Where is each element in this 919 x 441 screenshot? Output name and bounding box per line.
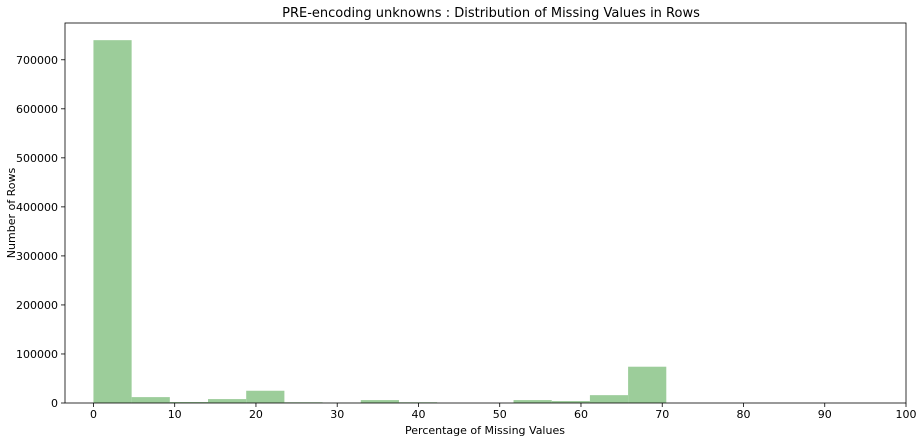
y-tick-label: 700000 (16, 54, 58, 67)
histogram-bar-4 (246, 390, 285, 403)
x-tick-label: 30 (330, 408, 344, 421)
x-tick-label: 90 (818, 408, 832, 421)
x-tick-label: 100 (896, 408, 917, 421)
y-tick-label: 500000 (16, 152, 58, 165)
x-tick-label: 80 (736, 408, 750, 421)
plot-frame (64, 22, 907, 404)
chart-title: PRE-encoding unknowns : Distribution of … (282, 6, 700, 21)
x-tick-label: 50 (493, 408, 507, 421)
histogram-bar-13 (589, 395, 629, 403)
x-axis-label: Percentage of Missing Values (405, 424, 565, 437)
bars-layer (93, 40, 667, 404)
x-tick-label: 20 (249, 408, 263, 421)
histogram-bar-1 (131, 397, 170, 403)
x-tick-label: 70 (655, 408, 669, 421)
x-tick-label: 10 (168, 408, 182, 421)
y-axis-label: Number of Rows (5, 168, 18, 259)
y-tick-label: 0 (51, 397, 58, 410)
y-tick-label: 600000 (16, 103, 58, 116)
x-axis-ticks: 0 10 20 30 40 50 60 70 80 90 100 (90, 403, 917, 421)
histogram-bar-3 (208, 399, 247, 403)
histogram-bar-2 (169, 402, 209, 403)
axes-layer (64, 22, 907, 404)
y-tick-label: 200000 (16, 299, 58, 312)
y-tick-label: 100000 (16, 348, 58, 361)
x-tick-label: 40 (411, 408, 425, 421)
x-tick-label: 60 (574, 408, 588, 421)
x-tick-label: 0 (90, 408, 97, 421)
histogram-bar-12 (551, 401, 590, 403)
histogram-bar-0 (93, 40, 132, 404)
y-tick-label: 300000 (16, 250, 58, 263)
histogram-bar-7 (360, 400, 399, 403)
y-tick-label: 400000 (16, 201, 58, 214)
y-axis-ticks: 0 100000 200000 300000 400000 500000 600000 700… (16, 54, 65, 410)
histogram-bar-14 (628, 366, 667, 403)
histogram-bar-11 (513, 400, 552, 403)
